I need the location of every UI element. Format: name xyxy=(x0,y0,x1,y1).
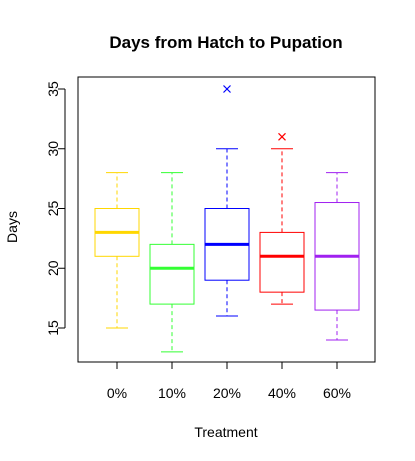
boxes xyxy=(94,85,360,353)
x-tick-label: 40% xyxy=(268,385,296,401)
y-tick-label: 20 xyxy=(45,260,61,276)
x-tick-label: 20% xyxy=(213,385,241,401)
iqr-box xyxy=(259,231,305,293)
box-group xyxy=(259,132,305,305)
box-group xyxy=(314,172,360,341)
y-tick-label: 15 xyxy=(45,320,61,336)
box-group xyxy=(94,172,140,329)
outlier-point xyxy=(278,132,286,141)
x-tick-label: 10% xyxy=(158,385,186,401)
chart-title: Days from Hatch to Pupation xyxy=(109,33,342,52)
x-tick-label: 60% xyxy=(323,385,351,401)
iqr-box xyxy=(149,243,195,305)
box-group xyxy=(204,85,250,317)
y-tick-label: 25 xyxy=(45,201,61,217)
plot-frame xyxy=(77,76,376,363)
y-axis: 15 20 25 30 35 xyxy=(45,81,66,336)
y-tick-label: 30 xyxy=(45,141,61,157)
outlier-point xyxy=(223,85,231,93)
x-axis-label: Treatment xyxy=(194,424,257,440)
y-axis-label: Days xyxy=(4,211,20,243)
x-tick-label: 0% xyxy=(107,385,127,401)
x-axis: 0% 10% 20% 40% 60% xyxy=(107,361,351,401)
y-tick-label: 35 xyxy=(45,81,61,97)
box-group xyxy=(149,172,195,353)
